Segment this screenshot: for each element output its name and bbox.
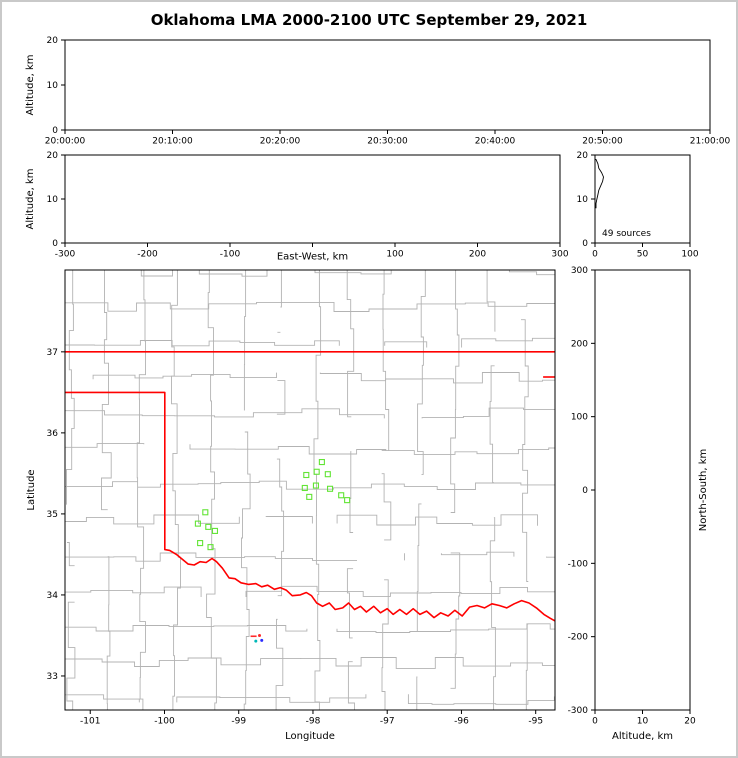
source-marker bbox=[211, 527, 219, 534]
panel-spines bbox=[64, 269, 556, 711]
figure-title: Oklahoma LMA 2000-2100 UTC September 29,… bbox=[150, 11, 588, 29]
x-tick-label: 200 bbox=[469, 250, 486, 260]
panel-spines bbox=[64, 39, 711, 131]
y-tick-label: 36 bbox=[47, 429, 59, 439]
source-marker bbox=[260, 638, 264, 642]
map-panel: -101 -100 -99 -98 -97 -96 -95 33 34 35 36 37 Longitu… bbox=[26, 269, 556, 742]
x-tick-label: -97 bbox=[380, 717, 395, 727]
y-tick-label: 33 bbox=[47, 672, 58, 682]
x-tick-label: -98 bbox=[306, 717, 321, 727]
x-tick-label: 20 bbox=[684, 717, 696, 727]
source-marker bbox=[313, 468, 320, 475]
y-tick-label: -300 bbox=[568, 706, 589, 716]
panhandle-texas-red-river bbox=[65, 391, 555, 622]
x-tick-label: 20:10:00 bbox=[152, 137, 193, 147]
y-tick-label: 300 bbox=[571, 266, 588, 276]
x-tick-label: 20:40:00 bbox=[475, 137, 516, 147]
y-tick-label: 20 bbox=[47, 36, 59, 46]
x-tick-label: 50 bbox=[637, 250, 649, 260]
x-tick-label: -300 bbox=[55, 250, 76, 260]
y-axis-label: Altitude, km bbox=[25, 169, 36, 230]
y-tick-label: 0 bbox=[52, 126, 58, 136]
x-axis-label: Longitude bbox=[285, 731, 335, 742]
x-tick-label: 100 bbox=[386, 250, 403, 260]
x-tick-label: 100 bbox=[681, 250, 698, 260]
y-axis-label: Altitude, km bbox=[25, 55, 36, 116]
y-tick-label: 0 bbox=[582, 239, 588, 249]
source-marker bbox=[301, 484, 308, 492]
x-tick-label: 300 bbox=[551, 250, 568, 260]
x-tick-label: -100 bbox=[220, 250, 241, 260]
x-tick-label: -96 bbox=[454, 717, 469, 727]
source-marker bbox=[303, 471, 310, 479]
time-altitude-panel: 20:00:00 20:10:00 20:20:00 20:30:00 20:40:00… bbox=[25, 36, 730, 147]
x-axis-label: East-West, km bbox=[277, 252, 348, 263]
y-tick-label: -200 bbox=[568, 633, 589, 643]
y-tick-label: -100 bbox=[568, 559, 589, 569]
x-tick-label: 20:20:00 bbox=[260, 137, 301, 147]
x-tick-label: 20:50:00 bbox=[582, 137, 623, 147]
x-tick-label: 21:00:00 bbox=[690, 137, 731, 147]
panel-spines bbox=[64, 154, 561, 244]
histogram-line bbox=[595, 158, 604, 209]
x-tick-label: 20:30:00 bbox=[367, 137, 408, 147]
x-tick-label: -95 bbox=[528, 717, 543, 727]
source-marker bbox=[312, 482, 319, 489]
y-tick-label: 0 bbox=[52, 239, 58, 249]
x-axis-label: Altitude, km bbox=[612, 731, 673, 742]
source-marker bbox=[338, 492, 345, 499]
y-tick-label: 20 bbox=[47, 151, 59, 161]
county-grid bbox=[65, 270, 555, 710]
source-markers bbox=[194, 458, 351, 643]
north-south-altitude-panel: 0 10 20 -300 -200 -100 0 100 200 300 Altitude, km N… bbox=[568, 266, 709, 742]
x-tick-label: -99 bbox=[231, 717, 246, 727]
y-tick-label: 0 bbox=[582, 486, 588, 496]
x-tick-label: -200 bbox=[137, 250, 158, 260]
map-content bbox=[65, 270, 555, 710]
y-tick-label: 10 bbox=[47, 81, 59, 91]
y-tick-label: 200 bbox=[571, 339, 588, 349]
source-marker bbox=[202, 509, 209, 516]
x-tick-label: -101 bbox=[80, 717, 100, 727]
x-tick-label: 20:00:00 bbox=[45, 137, 86, 147]
source-marker bbox=[326, 485, 334, 492]
source-marker bbox=[197, 540, 204, 547]
source-marker bbox=[324, 471, 331, 478]
panel-spines bbox=[594, 269, 691, 711]
y-tick-label: 20 bbox=[577, 151, 589, 161]
source-marker bbox=[207, 544, 214, 551]
source-marker bbox=[194, 520, 201, 527]
source-marker bbox=[205, 523, 212, 530]
east-west-altitude-panel: -300 -200 -100 100 200 300 0 10 20 Altitude, km Ea… bbox=[25, 151, 569, 263]
state-border bbox=[65, 351, 555, 622]
source-marker bbox=[344, 497, 351, 504]
y-tick-label: 37 bbox=[47, 348, 58, 358]
source-marker bbox=[254, 639, 258, 643]
y-tick-label: 10 bbox=[577, 195, 589, 205]
altitude-histogram-panel: 49 sources 0 50 100 0 10 20 bbox=[577, 151, 699, 260]
source-marker bbox=[306, 493, 313, 500]
y-tick-label: 10 bbox=[47, 195, 59, 205]
source-marker bbox=[258, 633, 262, 637]
y-tick-label: 100 bbox=[571, 413, 588, 423]
x-tick-label: 10 bbox=[637, 717, 649, 727]
y-axis-label: Latitude bbox=[26, 469, 37, 510]
x-tick-label: -100 bbox=[154, 717, 175, 727]
y-axis-label: North-South, km bbox=[698, 449, 709, 532]
sources-count-label: 49 sources bbox=[602, 229, 651, 239]
source-marker bbox=[318, 458, 325, 466]
x-tick-label: 0 bbox=[592, 717, 598, 727]
x-tick-label: 0 bbox=[592, 250, 598, 260]
y-tick-label: 34 bbox=[47, 591, 59, 601]
y-tick-label: 35 bbox=[47, 510, 58, 520]
